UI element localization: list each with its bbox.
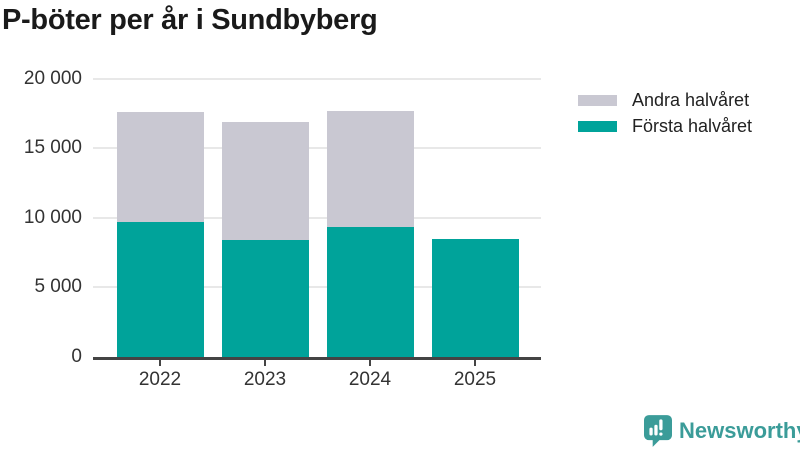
legend-label: Första halvåret xyxy=(632,115,753,136)
bar-segment-2022 xyxy=(116,221,204,357)
legend: Andra halvåret Första halvåret xyxy=(578,87,752,139)
gridline xyxy=(93,77,541,80)
newsworthy-logo-text: Newsworthy xyxy=(679,418,800,443)
bar-segment-2024 xyxy=(326,110,414,228)
legend-swatch xyxy=(578,94,617,106)
y-axis-tick-label: 15 000 xyxy=(23,137,82,159)
bar-segment-2023 xyxy=(221,122,309,241)
legend-item: Första halvåret xyxy=(578,113,752,139)
y-axis-tick-label: 20 000 xyxy=(23,67,82,89)
bar-segment-2022 xyxy=(116,111,204,222)
x-axis-line xyxy=(93,356,541,360)
x-axis-tick-label: 2025 xyxy=(453,369,497,390)
y-axis-tick-label: 5 000 xyxy=(34,276,82,298)
legend-item: Andra halvåret xyxy=(578,87,752,113)
x-axis-tick xyxy=(369,359,371,366)
gridline xyxy=(93,216,541,219)
gridline xyxy=(93,147,541,150)
y-axis-tick-label: 10 000 xyxy=(23,206,82,228)
bar-segment-2024 xyxy=(326,227,414,357)
newsworthy-logo-icon xyxy=(644,415,672,447)
x-axis-tick xyxy=(159,359,161,366)
legend-label: Andra halvåret xyxy=(632,89,750,110)
x-axis-tick-label: 2023 xyxy=(243,369,287,390)
x-axis-tick-label: 2022 xyxy=(138,369,182,390)
x-axis-tick xyxy=(474,359,476,366)
chart-title: P-böter per år i Sundbyberg xyxy=(2,4,378,36)
legend-swatch xyxy=(578,120,617,132)
newsworthy-logo[interactable]: Newsworthy xyxy=(644,414,800,448)
x-axis-tick-label: 2024 xyxy=(348,369,392,390)
y-axis-tick-label: 0 xyxy=(71,346,82,367)
x-axis-tick xyxy=(264,359,266,366)
gridline xyxy=(93,286,541,289)
bar-segment-2025 xyxy=(431,239,519,357)
bar-segment-2023 xyxy=(221,240,309,357)
